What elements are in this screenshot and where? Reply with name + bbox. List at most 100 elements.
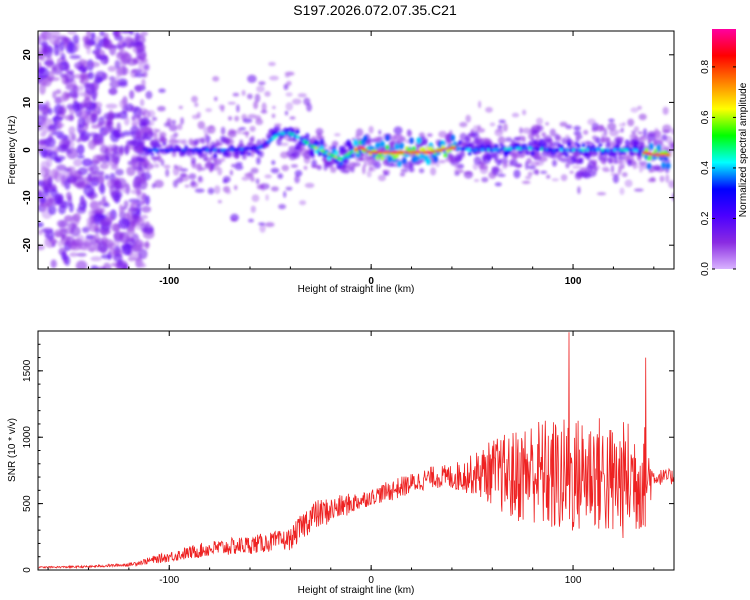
- spectrogram-cell: [215, 139, 221, 147]
- spectrogram-cell: [220, 105, 225, 113]
- spectrogram-cell: [629, 134, 633, 141]
- spectrogram-cell: [139, 117, 150, 126]
- snr-ytick-label: 0: [22, 567, 33, 573]
- snr-ytick-label: 1000: [22, 426, 33, 449]
- spectrogram-cell: [146, 169, 150, 174]
- spectrogram-cell: [56, 219, 68, 228]
- spectrogram-cell: [143, 126, 151, 132]
- spectrogram-cell: [198, 150, 203, 155]
- spectrogram-cell: [303, 97, 311, 106]
- spectrogram-cell: [593, 166, 598, 173]
- spectrogram-cell: [124, 116, 130, 126]
- spectrogram-cell: [46, 200, 54, 207]
- spectrogram-cell: [564, 152, 569, 158]
- spectrogram-cell: [233, 185, 238, 191]
- spectrogram-cell: [38, 67, 49, 79]
- spectrogram-cell: [670, 143, 674, 152]
- spectrogram-cell: [523, 143, 528, 148]
- spectrogram-cell: [472, 162, 479, 171]
- spectrogram-cell: [399, 142, 405, 150]
- spectrogram-cell: [264, 174, 273, 179]
- spectrogram-cell: [96, 154, 107, 161]
- spectrogram-cell: [90, 234, 97, 245]
- spectrogram-cell: [64, 255, 71, 266]
- snr-ylabel: SNR (10 * v/v): [7, 418, 18, 482]
- spectrogram-cell: [108, 109, 114, 122]
- spectrogram-cell: [433, 155, 439, 163]
- spectrogram-cell: [647, 138, 652, 143]
- spectrogram-cell: [637, 105, 642, 110]
- spectrogram-cell: [234, 115, 240, 122]
- spectrogram-cell: [54, 64, 65, 69]
- spectrogram-cell: [145, 90, 153, 100]
- spectrogram-cell: [119, 99, 128, 109]
- spectrogram-cell: [662, 124, 672, 133]
- spectrogram-cell: [118, 81, 128, 88]
- spectrogram-cell: [130, 220, 136, 227]
- spectrogram-cell: [613, 148, 617, 152]
- spectrogram-cell: [366, 170, 372, 178]
- spectrogram-cell: [353, 139, 359, 147]
- spectrogram-cell: [567, 142, 571, 147]
- spectrogram-cell: [163, 164, 171, 169]
- spectrogram-cell: [128, 140, 140, 145]
- spectrogram-cell: [384, 134, 390, 142]
- spectrogram-cell: [67, 178, 77, 184]
- spectrogram-cell: [38, 102, 43, 112]
- spectrogram-cell: [368, 125, 374, 134]
- spectrogram-cell: [135, 259, 145, 269]
- spectrogram-cell: [191, 157, 196, 164]
- spectrogram-cell: [160, 159, 165, 167]
- spectrogram-cell: [67, 31, 77, 35]
- spectrogram-cell: [260, 109, 268, 114]
- spectrogram-cell: [54, 231, 62, 238]
- spectrogram-cell: [122, 42, 127, 48]
- spectrogram-cell: [50, 259, 57, 269]
- spectrogram-cell: [566, 137, 572, 145]
- spectrogram-cell: [177, 123, 183, 130]
- spectrogram-cell: [115, 168, 124, 176]
- spectrogram-cell: [117, 66, 129, 76]
- spectrogram-cell: [281, 164, 290, 172]
- spectrogram-cell: [585, 141, 594, 145]
- spectrogram-cell: [113, 231, 125, 240]
- spectrogram-cell: [58, 247, 67, 256]
- spectrogram-cell: [647, 131, 657, 137]
- spectrogram-cell: [44, 137, 56, 148]
- spectrogram-cell: [285, 186, 293, 191]
- snr-xtick-label: -100: [159, 575, 179, 586]
- spectrogram-cell: [393, 126, 403, 135]
- spectrogram-cell: [289, 116, 296, 120]
- spectrogram-cell: [598, 153, 603, 161]
- spectrogram-cell: [409, 137, 414, 145]
- spectrogram-cell: [605, 141, 611, 149]
- spectrogram-cell: [265, 222, 275, 228]
- spectrogram-cell: [612, 174, 620, 184]
- spectrogram-cell: [100, 254, 112, 260]
- spectrogram-cell: [637, 131, 643, 135]
- spectrogram-cell: [154, 129, 161, 133]
- spectrogram-cell: [399, 172, 406, 177]
- spectrogram-cell: [595, 136, 601, 144]
- spectrogram-cell: [533, 139, 538, 145]
- spectrogram-cell: [631, 133, 638, 139]
- spectrogram-cell: [591, 127, 598, 133]
- spectrogram-cell: [607, 122, 617, 131]
- spectrogram-cell: [634, 139, 640, 147]
- spectrogram-cell: [88, 61, 101, 68]
- spectrogram-cell: [91, 124, 100, 129]
- spectrogram-cell: [114, 76, 120, 87]
- spectrogram-cell: [88, 139, 96, 150]
- colorbar-label: Normalized spectral amplitude: [738, 82, 749, 217]
- spectrogram-cell: [632, 161, 638, 170]
- spectrogram-cell: [50, 31, 61, 39]
- spectrogram-cell: [138, 61, 151, 73]
- spectrogram-cell: [630, 107, 639, 113]
- spectrogram-cell: [190, 180, 196, 187]
- spectrogram-cell: [473, 125, 478, 129]
- spectrogram-cell: [129, 91, 135, 99]
- spectrogram-cell: [48, 205, 57, 215]
- spectrogram-cell: [153, 179, 164, 188]
- spectrogram-cell: [575, 170, 584, 178]
- spectrogram-cell: [66, 149, 73, 154]
